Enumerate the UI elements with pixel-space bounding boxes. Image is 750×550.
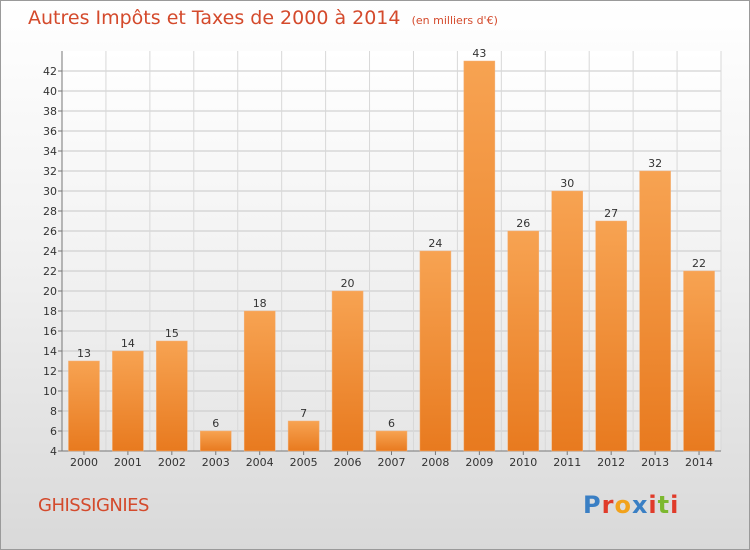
y-tick-label: 28 xyxy=(43,205,57,218)
x-tick-label: 2010 xyxy=(509,456,537,469)
bar-2009 xyxy=(463,60,496,452)
bar-2002 xyxy=(156,340,188,452)
data-label-2000: 13 xyxy=(77,347,91,360)
chart-subtitle: (en milliers d'€) xyxy=(411,14,498,27)
y-tick-label: 10 xyxy=(43,385,57,398)
x-tick-label: 2001 xyxy=(114,456,142,469)
bar-2013 xyxy=(639,170,671,452)
y-tick-label: 26 xyxy=(43,225,57,238)
y-tick-label: 18 xyxy=(43,305,57,318)
data-label-2012: 27 xyxy=(604,207,618,220)
logo-letter: t xyxy=(657,491,671,519)
bar-2006 xyxy=(331,290,364,452)
bar-2007 xyxy=(375,430,408,452)
y-tick-label: 8 xyxy=(50,405,57,418)
bar-layer xyxy=(68,60,715,452)
x-tick-label: 2005 xyxy=(290,456,318,469)
data-label-2002: 15 xyxy=(165,327,179,340)
y-tick-label: 20 xyxy=(43,285,57,298)
x-tick-label: 2000 xyxy=(70,456,98,469)
y-tick-label: 14 xyxy=(43,345,57,358)
y-tick-label: 40 xyxy=(43,85,57,98)
bar-2004 xyxy=(243,310,276,452)
y-tick-label: 22 xyxy=(43,265,57,278)
data-label-2009: 43 xyxy=(472,47,486,60)
data-label-2013: 32 xyxy=(648,157,662,170)
bar-2011 xyxy=(551,190,583,452)
bar-2003 xyxy=(200,430,232,452)
bar-2010 xyxy=(507,230,540,452)
logo-letter: o xyxy=(614,491,632,519)
data-label-2005: 7 xyxy=(300,407,307,420)
logo-letter: r xyxy=(601,491,615,519)
chart-title: Autres Impôts et Taxes de 2000 à 2014 xyxy=(28,7,401,29)
data-label-2006: 20 xyxy=(341,277,355,290)
data-label-2008: 24 xyxy=(428,237,442,250)
proxiti-logo[interactable]: Proxiti xyxy=(583,491,679,519)
bar-2005 xyxy=(287,420,320,452)
data-label-2010: 26 xyxy=(516,217,530,230)
y-tick-label: 36 xyxy=(43,125,57,138)
logo-letter: i xyxy=(648,491,658,519)
data-label-2007: 6 xyxy=(388,417,395,430)
x-tick-label: 2012 xyxy=(597,456,625,469)
chart-title-row: Autres Impôts et Taxes de 2000 à 2014 (e… xyxy=(28,7,498,29)
x-tick-label: 2003 xyxy=(202,456,230,469)
x-tick-label: 2013 xyxy=(641,456,669,469)
bar-2000 xyxy=(68,360,100,452)
data-label-2014: 22 xyxy=(692,257,706,270)
y-tick-label: 34 xyxy=(43,145,57,158)
y-tick-label: 6 xyxy=(50,425,57,438)
y-tick-label: 4 xyxy=(50,445,57,458)
data-label-2004: 18 xyxy=(253,297,267,310)
data-label-2011: 30 xyxy=(560,177,574,190)
x-tick-label: 2007 xyxy=(378,456,406,469)
x-tick-label: 2002 xyxy=(158,456,186,469)
bar-2008 xyxy=(419,250,452,452)
y-tick-label: 38 xyxy=(43,105,57,118)
bar-2001 xyxy=(112,350,144,452)
y-tick-label: 12 xyxy=(43,365,57,378)
bar-2014 xyxy=(683,270,715,452)
y-tick-label: 16 xyxy=(43,325,57,338)
logo-letter: x xyxy=(631,491,649,519)
data-label-2001: 14 xyxy=(121,337,135,350)
logo-letter: P xyxy=(583,491,602,519)
commune-name: GHISSIGNIES xyxy=(38,495,149,516)
x-tick-label: 2011 xyxy=(553,456,581,469)
y-tick-label: 30 xyxy=(43,185,57,198)
x-tick-label: 2004 xyxy=(246,456,274,469)
label-layer: 13 14 15 6 18 7 20 6 24 43 26 30 27 32 22 xyxy=(77,47,706,430)
bar-2012 xyxy=(595,220,627,452)
y-tick-label: 42 xyxy=(43,65,57,78)
y-tick-label: 24 xyxy=(43,245,57,258)
logo-letter: i xyxy=(670,491,680,519)
x-tick-label: 2008 xyxy=(421,456,449,469)
data-label-2003: 6 xyxy=(212,417,219,430)
y-tick-label: 32 xyxy=(43,165,57,178)
x-tick-label: 2014 xyxy=(685,456,713,469)
x-tick-label: 2009 xyxy=(465,456,493,469)
x-tick-label: 2006 xyxy=(334,456,362,469)
